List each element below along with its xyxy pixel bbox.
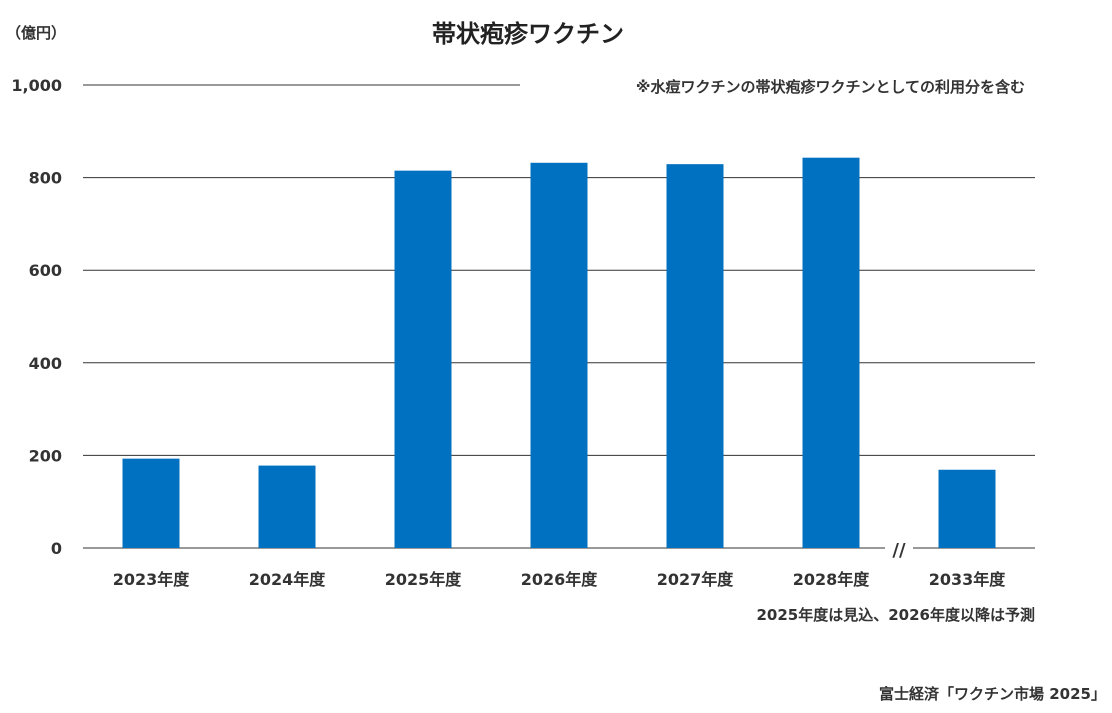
bar-6	[938, 469, 996, 548]
axis-break-mark: //	[892, 540, 906, 561]
x-tick-label-2: 2025年度	[385, 570, 463, 589]
x-tick-label-5: 2028年度	[793, 570, 871, 589]
bars	[122, 157, 996, 549]
y-tick-label-0: 0	[51, 539, 62, 558]
x-axis-labels: 2023年度 2024年度 2025年度 2026年度 2027年度 2028年度 2033…	[113, 570, 1007, 589]
y-axis-unit-label: （億円）	[6, 24, 66, 42]
y-tick-label-1: 200	[29, 446, 62, 465]
y-tick-label-3: 600	[29, 261, 62, 280]
x-tick-label-0: 2023年度	[113, 570, 191, 589]
y-tick-label-2: 400	[29, 354, 62, 373]
x-tick-label-4: 2027年度	[657, 570, 735, 589]
note-bottom: 2025年度は見込、2026年度以降は予測	[757, 606, 1036, 624]
x-tick-label-3: 2026年度	[521, 570, 599, 589]
y-tick-label-5: 1,000	[11, 76, 62, 95]
note-top: ※水痘ワクチンの帯状疱疹ワクチンとしての利用分を含む	[636, 78, 1025, 96]
bar-2	[394, 170, 452, 548]
x-tick-label-6: 2033年度	[929, 570, 1007, 589]
y-tick-label-4: 800	[29, 169, 62, 188]
y-axis-ticks: 0 200 400 600 800 1,000	[11, 76, 62, 558]
bar-3	[530, 162, 588, 548]
chart-title: 帯状疱疹ワクチン	[432, 20, 624, 48]
bar-1	[258, 465, 316, 548]
source-credit: 富士経済「ワクチン市場 2025」	[879, 685, 1106, 703]
bar-0	[122, 458, 180, 548]
bar-4	[666, 164, 724, 548]
bar-5	[802, 157, 860, 549]
x-tick-label-1: 2024年度	[249, 570, 327, 589]
